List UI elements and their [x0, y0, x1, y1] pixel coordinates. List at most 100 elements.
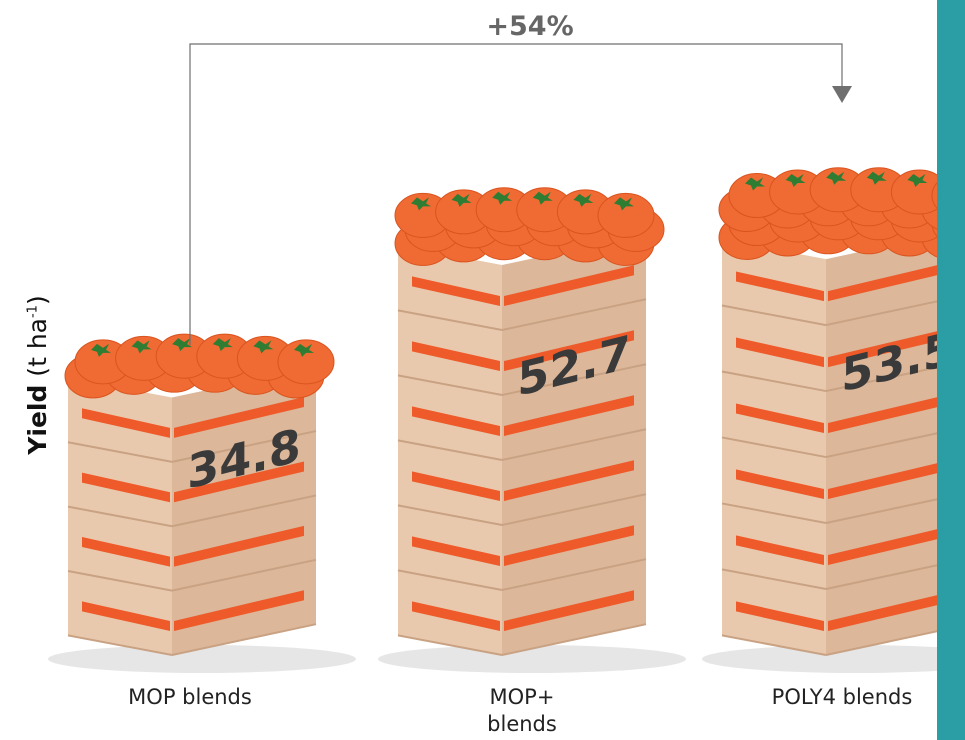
crate-stripe: [82, 408, 170, 438]
crate-stripe: [174, 525, 304, 567]
tomato: [277, 339, 335, 385]
y-axis-label: Yield (t ha-1): [23, 295, 52, 455]
tomato-pile: [64, 333, 335, 399]
crate-stripe: [504, 525, 634, 567]
stack-shadow: [378, 645, 686, 673]
tomato-leaf: [172, 338, 193, 352]
annotation-arrowhead: [832, 86, 852, 103]
crate-seam: [397, 374, 503, 396]
crate-stripe: [736, 271, 824, 302]
crate-seam: [501, 493, 647, 526]
tomato-leaf: [785, 173, 806, 187]
crate-seam: [501, 428, 647, 461]
crate-seam: [397, 569, 503, 591]
tomato-leaf: [532, 191, 553, 205]
tomato-leaf: [492, 191, 513, 205]
stack-shadow: [48, 645, 356, 673]
crate-stripe: [504, 590, 634, 631]
crate-seam: [501, 363, 647, 396]
tomato-leaf: [826, 171, 847, 185]
stack-shadow: [702, 645, 965, 673]
crate-seam: [501, 623, 647, 656]
crate-seam: [171, 430, 317, 463]
crate-seam: [721, 568, 827, 590]
crate-stripe: [82, 537, 170, 567]
tomato-leaf: [294, 343, 314, 357]
crate-stack-bar: 52.7: [394, 187, 665, 656]
crate-seam: [397, 504, 503, 526]
crate-stripe: [828, 458, 958, 500]
crate-seam: [721, 436, 827, 459]
crate-seam: [721, 634, 827, 656]
crate-stripe: [174, 590, 304, 631]
tomato-leaf: [866, 171, 887, 185]
tomato-leaf: [91, 343, 111, 357]
tomato-leaf: [907, 173, 928, 187]
crate-stripe: [174, 397, 304, 438]
tomato-leaf: [614, 197, 634, 211]
crate-seam: [67, 441, 173, 463]
tomato-leaf: [212, 338, 233, 352]
crate-stripe: [828, 524, 958, 566]
category-label-line: MOP+: [489, 685, 555, 709]
crate-seam: [171, 494, 317, 528]
crate-stripe: [828, 590, 958, 631]
annotation-line: [189, 43, 843, 345]
crate-seam: [397, 309, 503, 331]
crate-stripe: [174, 461, 304, 503]
crate-seam: [501, 298, 647, 331]
crate-stripe: [504, 330, 634, 372]
crate-stripe: [504, 265, 634, 307]
tomato: [597, 192, 655, 238]
crate-stripe: [736, 469, 824, 500]
crate-seam: [171, 558, 317, 592]
crate-stacks: 34.852.7 53.5: [64, 167, 965, 656]
tomato-leaf: [451, 193, 472, 207]
category-label-line: blends: [487, 712, 557, 736]
crate-shadows: [48, 645, 965, 673]
crate-stripe: [412, 471, 500, 502]
crate-stripe: [412, 601, 500, 631]
crate-seam: [67, 570, 173, 592]
crate-seam: [397, 634, 503, 656]
tomato-pile: [394, 187, 665, 266]
crate-stripe: [412, 406, 500, 437]
tomato-pile: [718, 167, 965, 260]
crate-stripe: [504, 395, 634, 437]
crate-stripe: [412, 536, 500, 567]
increase-annotation: [189, 43, 852, 345]
category-label-mop-plus: MOP+ blends: [422, 684, 622, 738]
category-label-mop: MOP blends: [128, 685, 252, 709]
crate-stack-bar: 34.8: [64, 333, 335, 656]
crate-stripe: [828, 260, 958, 302]
crate-stripe: [412, 276, 500, 307]
crate-seam: [171, 623, 317, 656]
tomato-leaf: [131, 340, 152, 354]
crate-seam: [67, 505, 173, 528]
tomato-leaf: [745, 177, 765, 191]
tomato-leaf: [411, 197, 431, 211]
crate-stripe: [736, 403, 824, 434]
crate-seam: [721, 304, 827, 327]
category-label-poly4: POLY4 blends: [771, 685, 913, 709]
crate-stripe: [82, 472, 170, 503]
crate-seam: [397, 439, 503, 461]
crate-stripe: [82, 601, 170, 631]
crate-seam: [501, 558, 647, 591]
crate-stripe: [736, 601, 824, 631]
crate-stack-bar: 53.5: [718, 167, 965, 656]
accent-bar: [937, 0, 965, 740]
tomato-leaf: [253, 340, 274, 354]
crate-stripe: [828, 392, 958, 434]
crate-stripe: [736, 337, 824, 368]
crate-stripe: [828, 326, 958, 368]
crate-seam: [721, 370, 827, 393]
increase-label: +54%: [486, 11, 574, 42]
crate-stripe: [736, 535, 824, 566]
crate-seam: [67, 634, 173, 656]
crate-seam: [721, 502, 827, 525]
tomato-leaf: [573, 193, 594, 207]
crate-stripe: [412, 341, 500, 372]
crate-stripe: [504, 460, 634, 502]
